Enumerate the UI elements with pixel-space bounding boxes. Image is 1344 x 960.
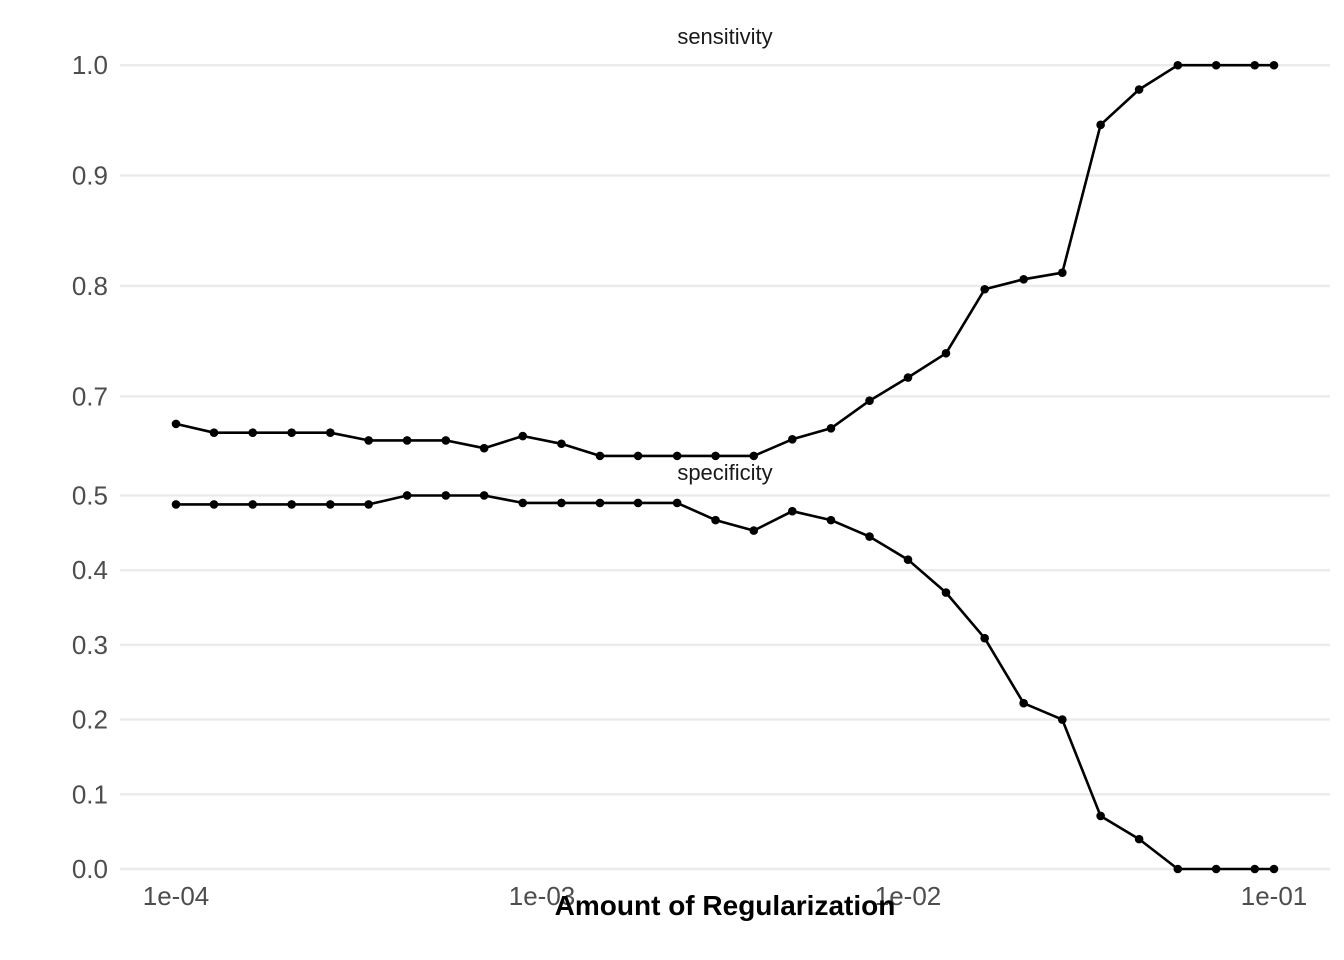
specificity-y-tick-label: 0.0 [72,854,108,884]
specificity-point [248,500,257,509]
sensitivity-point [1096,120,1105,130]
specificity-point [557,498,566,508]
panel-title-specificity: specificity [677,460,772,485]
sensitivity-point [1058,268,1067,278]
sensitivity-y-tick-label: 0.9 [72,161,108,191]
specificity-y-tick-label: 0.3 [72,630,108,660]
specificity-y-tick-label: 0.1 [72,779,108,809]
specificity-point [903,555,913,565]
specificity-point [672,498,682,508]
sensitivity-line [175,63,1274,458]
sensitivity-point [1269,60,1279,70]
specificity-point [1058,715,1067,724]
x-tick-label: 1e-03 [509,881,576,911]
x-tick-label: 1e-04 [143,881,210,911]
specificity-point [209,500,219,509]
sensitivity-point [402,436,412,445]
specificity-panel: specificity 0.0 0.1 0.2 0.3 0.4 0.5 [72,460,1330,884]
sensitivity-point [1019,275,1028,284]
specificity-point [711,515,720,525]
specificity-y-tick-label: 0.5 [72,480,108,510]
sensitivity-point [518,431,528,441]
specificity-point [287,500,296,509]
sensitivity-point [248,428,257,438]
specificity-point [865,532,874,541]
specificity-point [1096,811,1105,821]
specificity-point [1173,864,1183,874]
specificity-point [788,506,797,516]
sensitivity-point [287,428,296,438]
sensitivity-point [364,436,373,445]
sensitivity-point [1211,60,1221,70]
x-axis-title: Amount of Regularization [555,890,896,921]
specificity-point [1134,834,1144,844]
specificity-point [402,491,412,500]
sensitivity-point [171,419,181,429]
sensitivity-y-tick-label: 1.0 [72,50,108,80]
sensitivity-point [749,451,759,461]
specificity-point [826,515,836,525]
specificity-point [749,526,759,535]
sensitivity-point [557,439,566,449]
sensitivity-point [788,435,797,444]
x-axis: 1e-04 1e-03 1e-02 1e-01 [143,881,1308,911]
specificity-y-tick-label: 0.4 [72,555,108,585]
specificity-line [176,494,1274,871]
specificity-point [1211,864,1221,874]
panel-title-sensitivity: sensitivity [677,24,772,49]
specificity-point [980,633,989,643]
specificity-point [364,500,373,509]
specificity-point [326,500,335,509]
sensitivity-point [1173,60,1183,70]
specificity-point [441,491,451,500]
sensitivity-point [441,436,451,445]
sensitivity-point [326,428,335,438]
sensitivity-point [941,348,951,358]
sensitivity-panel: sensitivity 0.7 0.8 0.9 1.0 [72,24,1330,461]
sensitivity-point [1134,85,1144,94]
specificity-point [941,588,951,597]
x-tick-label: 1e-01 [1241,881,1308,911]
x-tick-label: 1e-02 [875,881,942,911]
specificity-point [1250,864,1260,874]
sensitivity-point [826,424,836,433]
specificity-point [633,498,643,508]
specificity-point [479,491,489,500]
specificity-point [1019,698,1028,708]
sensitivity-point [711,451,720,461]
specificity-point [595,498,605,508]
sensitivity-point [672,451,682,461]
sensitivity-point [595,451,605,461]
sensitivity-point [865,396,874,406]
sensitivity-point [1250,60,1260,70]
sensitivity-point [903,373,913,382]
sensitivity-point [479,443,489,453]
specificity-point [1269,864,1279,874]
specificity-point [171,500,181,509]
sensitivity-y-tick-label: 0.7 [72,381,108,411]
sensitivity-point [633,451,643,461]
sensitivity-point [209,428,219,438]
sensitivity-y-tick-label: 0.8 [72,271,108,301]
sensitivity-point [980,284,989,294]
specificity-point [518,498,528,508]
specificity-y-tick-label: 0.2 [72,705,108,735]
